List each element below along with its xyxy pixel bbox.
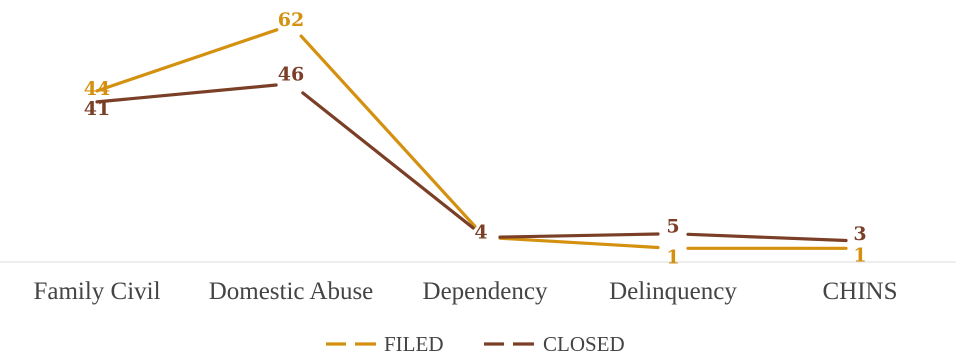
category-label: Dependency [423, 278, 548, 305]
category-label: CHINS [822, 278, 897, 305]
closed-line-segment [686, 232, 848, 243]
category-label: Family Civil [33, 278, 160, 305]
closed-value-label: 4 [474, 221, 487, 243]
category-label: Delinquency [609, 278, 737, 305]
category-label: Domestic Abuse [209, 278, 374, 305]
filed-line-segment [299, 34, 477, 228]
legend-item-filed: FILED [326, 332, 444, 356]
category-labels: Family Civil Domestic Abuse Dependency Deli… [33, 278, 897, 305]
closed-value-label: 5 [666, 216, 679, 238]
series-filed [95, 28, 848, 250]
legend-label-closed: CLOSED [543, 332, 625, 356]
filed-value-label: 62 [278, 9, 304, 31]
closed-value-label: 46 [278, 64, 304, 86]
closed-value-label: 41 [84, 98, 110, 120]
filed-value-label: 44 [84, 78, 110, 100]
closed-value-label: 3 [853, 223, 866, 245]
closed-line-segment [301, 91, 475, 230]
data-labels: 44 62 1 1 41 46 4 5 3 [84, 9, 867, 268]
filed-value-label: 1 [666, 246, 679, 268]
filed-line-segment [498, 236, 660, 250]
legend-label-filed: FILED [384, 332, 444, 356]
filed-value-label: 1 [853, 244, 866, 266]
legend: FILED CLOSED [326, 332, 625, 356]
closed-line-segment [498, 232, 660, 239]
series-closed [95, 83, 848, 243]
legend-item-closed: CLOSED [484, 332, 625, 356]
closed-line-segment [95, 83, 278, 104]
filed-line-segment [95, 28, 279, 93]
series-lines [95, 28, 848, 250]
